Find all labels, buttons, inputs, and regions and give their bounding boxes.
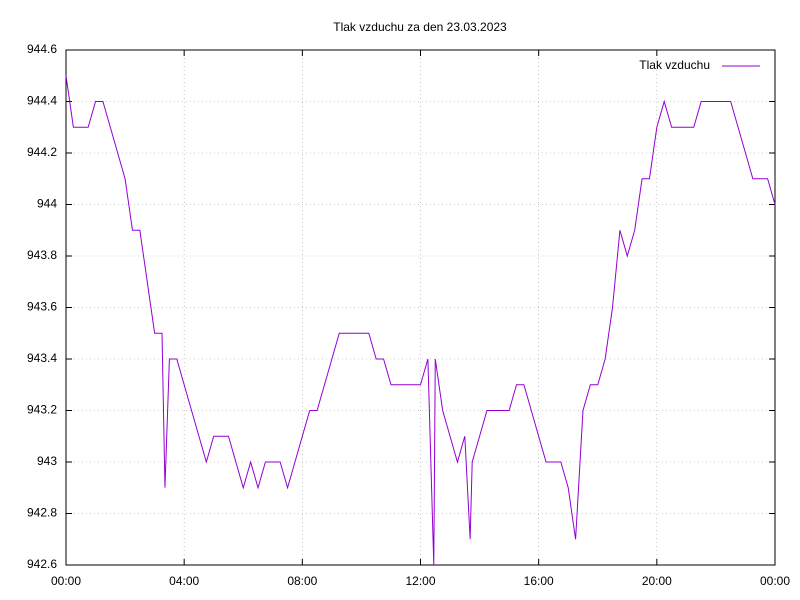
x-tick-label: 04:00: [169, 574, 199, 588]
x-tick-label: 00:00: [760, 574, 790, 588]
y-tick-label: 943: [37, 454, 57, 468]
x-tick-label: 16:00: [524, 574, 554, 588]
x-tick-label: 12:00: [405, 574, 435, 588]
y-tick-label: 944.4: [27, 94, 57, 108]
y-tick-label: 944.2: [27, 145, 57, 159]
data-line: [65, 75, 776, 566]
y-tick-label: 942.8: [27, 506, 57, 520]
x-tick-label: 00:00: [51, 574, 81, 588]
x-tick-label: 08:00: [287, 574, 317, 588]
chart-title: Tlak vzduchu za den 23.03.2023: [333, 20, 507, 34]
y-tick-label: 944: [37, 197, 57, 211]
y-tick-label: 943.4: [27, 351, 57, 365]
y-tick-label: 943.2: [27, 403, 57, 417]
y-tick-label: 943.6: [27, 300, 57, 314]
plot-border: [65, 49, 776, 566]
legend-label: Tlak vzduchu: [639, 58, 710, 72]
y-tick-label: 942.6: [27, 557, 57, 571]
y-tick-label: 943.8: [27, 248, 57, 262]
y-tick-label: 944.6: [27, 42, 57, 56]
x-tick-label: 20:00: [642, 574, 672, 588]
